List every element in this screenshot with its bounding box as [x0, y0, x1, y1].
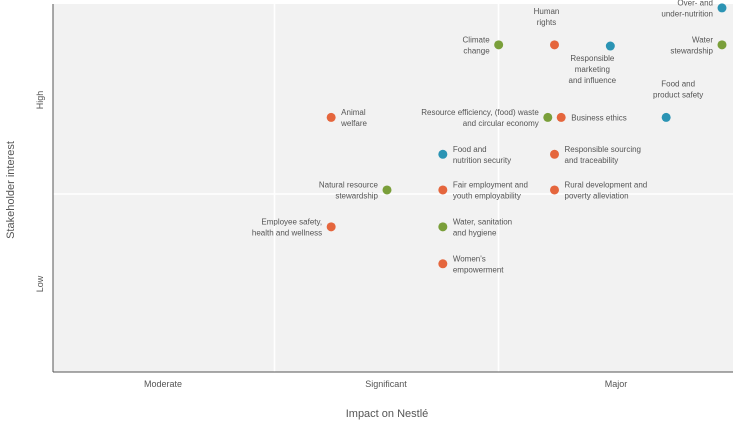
data-point	[550, 40, 559, 50]
data-point-label: Over- and under-nutrition	[661, 0, 713, 18]
data-point	[556, 112, 566, 122]
data-point	[438, 222, 448, 232]
data-point	[717, 3, 727, 13]
data-point-label: Responsible sourcing and traceability	[565, 145, 642, 165]
y-axis-title: Stakeholder interest	[5, 141, 17, 239]
x-tick-label: Significant	[365, 379, 407, 389]
plot-background	[53, 4, 733, 372]
y-tick-label: High	[35, 91, 45, 110]
data-point-label: Climate change	[463, 35, 491, 55]
data-point	[438, 185, 448, 195]
x-axis-title: Impact on Nestlé	[346, 408, 429, 420]
data-point-label: Water, sanitation and hygiene	[453, 217, 512, 237]
data-point	[550, 149, 559, 159]
x-tick-labels: Moderate Significant Major	[144, 379, 627, 389]
data-point	[438, 259, 448, 269]
y-tick-labels: Low High	[35, 91, 45, 293]
x-tick-label: Major	[605, 379, 628, 389]
data-point-label: Water stewardship	[670, 35, 713, 55]
data-point	[543, 112, 553, 122]
y-tick-label: Low	[35, 275, 45, 292]
data-point	[494, 40, 504, 50]
x-tick-label: Moderate	[144, 379, 182, 389]
data-point-label: Human rights	[534, 7, 560, 27]
data-point-label: Business ethics	[571, 113, 627, 122]
data-point-label: Rural development and poverty alleviation	[565, 180, 648, 200]
data-point	[326, 112, 336, 122]
data-point-label: Employee safety, health and wellness	[252, 217, 322, 237]
data-point	[382, 185, 392, 195]
data-point	[717, 40, 727, 50]
data-point-label: Fair employment and youth employability	[453, 180, 528, 200]
data-point-label: Animal welfare	[340, 108, 367, 128]
data-point-label: Natural resource stewardship	[319, 180, 379, 200]
data-point	[661, 112, 671, 122]
data-point	[326, 222, 336, 232]
data-point-label: Women's empowerment	[453, 254, 504, 274]
data-point	[550, 185, 559, 195]
data-point	[605, 41, 615, 51]
data-point-label: Responsible marketing and influence	[569, 54, 617, 85]
data-point-label: Food and nutrition security	[453, 145, 511, 165]
data-points: Over- and under-nutrition Water stewardship…	[252, 0, 727, 274]
data-point	[438, 149, 448, 159]
data-point-label: Food and product safety	[653, 79, 703, 99]
data-point-label: Resource efficiency, (food) waste and cir…	[421, 108, 539, 128]
